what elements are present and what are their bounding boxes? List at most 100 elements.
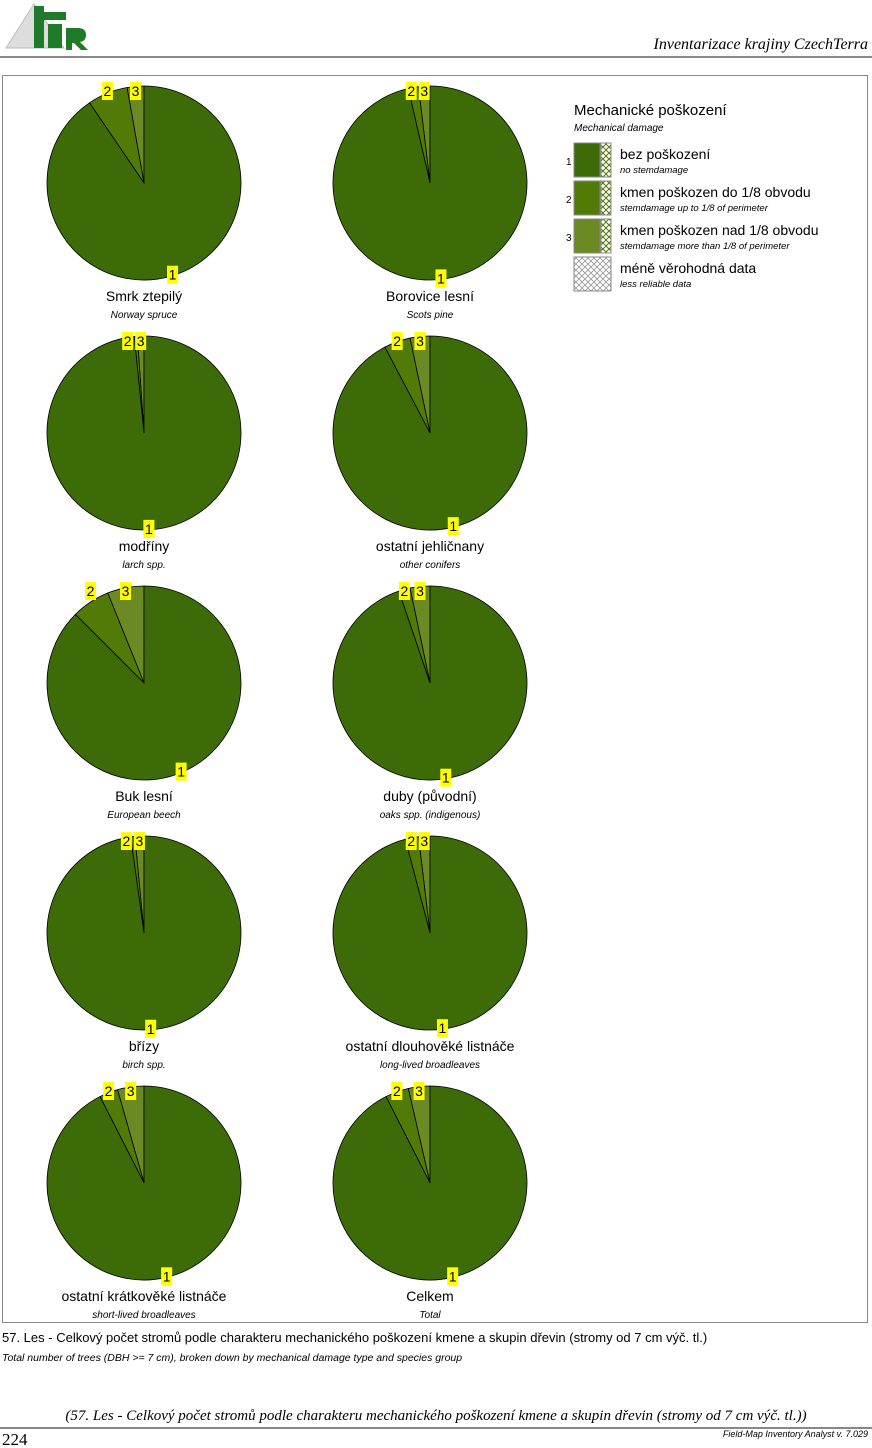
slice-label-box [101,82,113,100]
figure-caption-en: Total number of trees (DBH >= 7 cm), bro… [2,1352,463,1364]
chart-frame [2,75,868,1323]
slice-label-box [436,1019,448,1038]
slice-label-box [143,519,155,538]
slice-label-box [418,82,430,100]
header-divider [0,56,872,58]
slice-label-box [135,332,147,350]
slice-label-box [418,832,430,850]
slice-label: 1 [145,521,153,537]
legend-num: 2 [566,195,572,206]
legend-sublabel: stemdamage up to 1/8 of perimeter [620,203,769,214]
pie-subtitle: long-lived broadleaves [380,1060,480,1071]
pie-chart: 1 2 3 ostatní jehličnany other conifers [332,332,528,571]
slice-label-box [120,832,132,850]
slice-label-box [129,82,141,100]
slice-label-box [414,332,426,350]
slice-label: 3 [415,1083,423,1099]
slice-label-box [161,1267,173,1286]
slice-label: 2 [393,333,401,349]
slice-label-box [103,1082,115,1100]
pie-title: duby (původní) [383,788,476,804]
pie-slice-1 [332,585,528,781]
slice-label: 3 [416,583,424,599]
slice-label: 2 [124,333,132,349]
pie-title: ostatní dlouhověké listnáče [346,1038,515,1054]
slice-label-box [435,269,447,288]
pie-subtitle: short-lived broadleaves [92,1310,195,1321]
legend-item: 3 kmen poškozen nad 1/8 obvodu stemdamage … [566,218,818,254]
pie-slice-1 [46,335,242,531]
pie-subtitle: oaks spp. (indigenous) [380,810,481,821]
legend-item: 2 kmen poškozen do 1/8 obvodu stemdamage u… [566,180,811,216]
pie-title: Celkem [406,1288,453,1304]
slice-label: 1 [177,764,185,780]
slice-label: 1 [163,1268,171,1284]
pie-chart: 1 2 3 modříny larch spp. [46,332,242,571]
slice-label-box [398,582,410,600]
slice-label: 3 [420,83,428,99]
pie-slice-1 [332,335,528,531]
legend-label: bez poškození [620,146,710,162]
slice-label-box [391,1082,403,1100]
slice-label: 1 [439,1020,447,1036]
pie-chart: 1 2 3 Buk lesní European beech [46,582,242,821]
slice-label: 1 [437,270,445,286]
slice-label: 3 [416,333,424,349]
pie-title: břízy [129,1038,159,1054]
page-number: 224 [2,1430,28,1448]
slice-label-box [167,265,179,284]
slice-label: 1 [442,770,450,786]
legend-title: Mechanické poškození [574,102,727,119]
header-title: Inventarizace krajiny CzechTerra [653,36,868,53]
pie-subtitle: larch spp. [122,560,165,571]
slice-label: 1 [169,267,177,283]
legend-label: kmen poškozen nad 1/8 obvodu [620,222,818,238]
pie-slice-1 [46,585,242,781]
slice-label: 1 [147,1021,155,1037]
slice-label-box [447,1267,459,1286]
legend-sublabel: less reliable data [620,279,691,290]
pie-title: Borovice lesní [386,288,474,304]
footer-divider [0,1427,872,1429]
legend-sublabel: no stemdamage [620,165,688,176]
pie-slice-1 [332,85,528,281]
pie-subtitle: Norway spruce [111,310,178,321]
legend-item: méně věrohodná data less reliable data [573,256,756,292]
slice-label-box [440,768,452,787]
legend-sublabel: stemdamage more than 1/8 of perimeter [620,241,790,252]
slice-label: 1 [449,1268,457,1284]
slice-label: 3 [122,583,130,599]
slice-label: 3 [136,833,144,849]
slice-label: 2 [407,83,415,99]
legend-swatch [573,142,601,178]
pie-subtitle: birch spp. [122,1060,165,1071]
slice-label: 3 [127,1083,135,1099]
slice-label-box [125,1082,137,1100]
slice-label-box [414,582,426,600]
slice-label-box [120,582,132,600]
pie-chart: 1 2 3 duby (původní) oaks spp. (indigenous) [332,582,528,821]
slice-label-box [175,762,187,781]
legend: Mechanické poškození Mechanical damage 1… [566,102,818,292]
pie-subtitle: other conifers [400,560,461,571]
slice-label-box [413,1082,425,1100]
legend-label: kmen poškozen do 1/8 obvodu [620,184,811,200]
figure-caption: 57. Les - Celkový počet stromů podle cha… [2,1330,708,1345]
pie-slice-1 [46,1085,242,1281]
legend-swatch [573,218,601,254]
pie-title: Buk lesní [115,788,173,804]
pie-subtitle: Total [419,1310,441,1321]
pie-chart: 1 2 3 břízy birch spp. [46,832,242,1071]
pie-title: ostatní jehličnany [376,538,484,554]
slice-label: 3 [132,83,140,99]
legend-num: 1 [566,157,572,168]
slice-label-box [447,517,459,536]
pie-chart: 1 2 3 ostatní dlouhověké listnáče long-lived… [332,832,528,1071]
pie-chart: 1 2 3 Celkem Total [332,1082,528,1321]
footer-caption: (57. Les - Celkový počet stromů podle ch… [65,1408,807,1424]
legend-swatch [573,180,601,216]
slice-label: 2 [87,583,95,599]
slice-label: 2 [104,83,112,99]
